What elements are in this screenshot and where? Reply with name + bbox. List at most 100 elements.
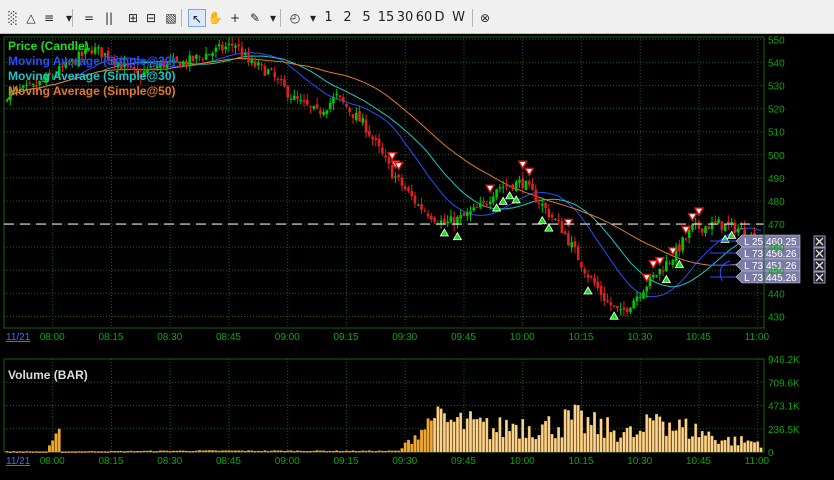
chart-type-icon[interactable]: ░	[8, 11, 18, 25]
volume-bar	[21, 451, 25, 453]
candle	[214, 44, 218, 58]
close-chart-icon[interactable]: ⊗	[479, 11, 491, 25]
volume-bar	[472, 419, 476, 453]
volume-bar	[103, 451, 107, 453]
candle	[472, 203, 476, 212]
volume-bar	[250, 450, 254, 453]
candle	[15, 85, 19, 97]
dropdown-icon[interactable]: ▾	[65, 11, 73, 25]
candle-body	[456, 216, 459, 225]
interval-60-button[interactable]: 60	[415, 10, 433, 25]
candle-body	[740, 228, 743, 230]
volume-bar	[119, 450, 123, 453]
interval-1-button[interactable]: 1	[324, 10, 333, 25]
interval-d-button[interactable]: D	[434, 10, 445, 25]
candle-body	[260, 64, 263, 66]
zoom-area-icon[interactable]: ▧	[165, 11, 177, 25]
candle-body	[208, 54, 211, 56]
candle-body	[648, 276, 652, 287]
candle-body	[700, 228, 704, 233]
sell-signal-marker	[654, 256, 666, 267]
candle	[554, 217, 557, 221]
volume-bar	[371, 450, 374, 453]
indicators-icon[interactable]: ≡	[43, 11, 55, 25]
interval-30-button[interactable]: 30	[396, 10, 414, 25]
candle	[119, 55, 123, 70]
candle	[142, 65, 146, 78]
volume-bar	[194, 450, 198, 453]
crosshair-icon[interactable]: +	[229, 11, 241, 25]
vertical-lines-icon[interactable]: ||	[104, 11, 114, 25]
price-chart[interactable]: L 25 460.25L 73 456.26L 73 451.26L 73 445.26…	[0, 34, 834, 480]
interval-15-button[interactable]: 15	[377, 10, 395, 25]
volume-bar	[77, 451, 81, 453]
volume-bar	[726, 436, 730, 453]
candle	[567, 230, 570, 247]
candle	[462, 210, 466, 217]
horizontal-lines-icon[interactable]: =	[83, 11, 95, 25]
pan-hand-icon[interactable]: ✋	[207, 11, 223, 25]
volume-bar	[93, 451, 97, 453]
candle-body	[521, 178, 525, 189]
volume-bar	[325, 451, 329, 453]
candle	[234, 43, 237, 54]
chart-toolbar: ░ △ ≡ ▾ = || ⊞ ⊟ ▧ ↖ ✋ + ✎ ▾ ◴ ▾ 1 2 5 15 30 60 D W ⊗	[0, 0, 834, 34]
candle	[700, 228, 704, 237]
cursor-icon[interactable]: ↖	[188, 9, 206, 27]
volume-bar	[482, 421, 485, 453]
candle	[580, 261, 583, 272]
volume-bar	[338, 451, 342, 453]
draw-tools-icon[interactable]: △	[26, 11, 36, 25]
volume-bar	[51, 440, 55, 453]
candle-body	[234, 45, 237, 48]
order-tag[interactable]: L 73 456.26	[710, 246, 826, 260]
interval-2-button[interactable]: 2	[343, 10, 352, 25]
candle-body	[348, 107, 352, 113]
order-tag[interactable]: L 25 460.25	[710, 234, 826, 248]
candle	[110, 59, 113, 66]
volume-bar	[276, 450, 280, 453]
candle-body	[501, 186, 505, 188]
order-tag[interactable]: L 73 445.26	[710, 270, 826, 284]
candle	[619, 302, 622, 316]
volume-bar	[583, 433, 587, 453]
volume-bar	[746, 440, 750, 453]
sell-signal-marker	[386, 152, 398, 162]
pencil-dropdown-icon[interactable]: ▾	[269, 11, 277, 25]
candle-body	[358, 110, 361, 122]
candle	[674, 242, 678, 266]
candle	[116, 61, 120, 74]
zoom-in-icon[interactable]: ⊟	[145, 11, 157, 25]
zoom-fit-icon[interactable]: ⊞	[127, 11, 139, 25]
candle-body	[113, 59, 117, 66]
volume-tick-label: 0	[768, 448, 774, 459]
volume-bar	[145, 450, 149, 453]
candle-body	[495, 189, 498, 198]
order-tag[interactable]: L 73 451.26	[710, 258, 826, 272]
candle	[527, 179, 531, 189]
candle-body	[276, 78, 280, 80]
candle-body	[387, 157, 391, 164]
candle	[665, 254, 668, 272]
sell-signal-marker	[680, 225, 692, 235]
candle-body	[609, 302, 613, 306]
candle	[18, 84, 22, 94]
pencil-icon[interactable]: ✎	[249, 11, 261, 25]
candle	[710, 216, 714, 236]
clock-dropdown-icon[interactable]: ▾	[309, 11, 317, 25]
candle-body	[211, 53, 214, 57]
volume-bar	[713, 439, 717, 453]
volume-bar	[511, 423, 515, 453]
order-cancel-x	[815, 249, 824, 258]
candle	[270, 67, 273, 71]
interval-5-button[interactable]: 5	[362, 10, 371, 25]
interval-w-button[interactable]: W	[452, 10, 465, 25]
volume-bar	[64, 451, 68, 453]
time-tick-label: 10:45	[686, 456, 711, 467]
volume-bar	[707, 431, 711, 453]
clock-icon[interactable]: ◴	[289, 11, 301, 25]
candle-body	[201, 58, 205, 60]
candle-body	[586, 274, 590, 278]
order-price: 456.26	[766, 249, 797, 260]
candle-body	[243, 52, 247, 56]
